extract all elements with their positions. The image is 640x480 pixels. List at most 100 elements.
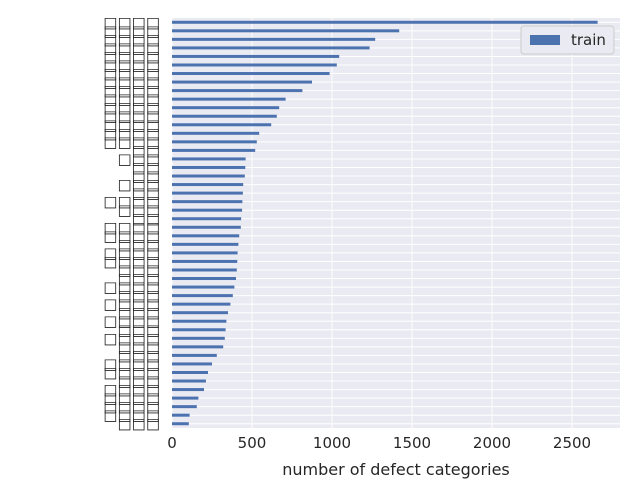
category-label: □□□□ [103,90,160,108]
bar [172,379,206,383]
bar [172,97,286,101]
x-tick-label: 2000 [473,434,511,452]
bar [172,37,376,41]
category-label: □□□□ [103,73,160,91]
category-labels: □□□□□□□□□□□□□□□□□□□□□□□□□□□□□□□□□□□□□□□□… [103,13,160,432]
category-label: □□□□ [103,39,160,57]
bar [172,29,400,33]
category-label: □□□□ [103,329,160,347]
bar [172,294,233,298]
bar [172,319,227,323]
bar [172,268,237,272]
category-label: □□ [132,158,160,176]
bar [172,63,337,67]
category-label: □□□□ [103,124,160,142]
bar [172,208,243,212]
x-tick-label: 500 [238,434,267,452]
x-tick-labels: 0 500 1000 1500 2000 2500 [167,434,591,452]
bar [172,353,217,357]
bar [172,277,236,281]
category-label: □□□□ [103,252,160,270]
bar [172,362,212,366]
bar [172,20,598,24]
bar [172,131,260,135]
bar [172,157,246,161]
x-tick-label: 0 [167,434,177,452]
category-label: □□□□ [103,22,160,40]
x-axis-title: number of defect categories [282,460,510,479]
category-label: □□□ [117,338,160,356]
bar [172,46,370,50]
category-label: □□□□ [103,389,160,407]
bar [172,336,225,340]
category-label: □□□ [117,346,160,364]
category-label: □□□ [117,235,160,253]
category-label: □□□ [117,372,160,390]
category-label: □□□□ [103,30,160,48]
bar [172,148,256,152]
bar [172,251,238,255]
bar [172,388,204,392]
bar [172,72,330,76]
category-label: □□□□ [103,406,160,424]
category-label: □□□□ [103,47,160,65]
bar [172,54,340,58]
category-label: □□□□ [103,381,160,399]
category-label: □□□□ [103,133,160,151]
category-label: □□□□ [103,13,160,31]
category-label: □□□□ [103,218,160,236]
bar [172,370,208,374]
category-label: □□□ [117,415,160,433]
plot-background [172,18,620,428]
legend-swatch [530,35,560,45]
category-label: □□□□ [103,99,160,117]
bar [172,311,228,315]
bar [172,114,277,118]
bar [172,242,239,246]
category-label: □□□ [117,150,160,168]
bar [172,396,199,400]
category-label: □□□ [117,270,160,288]
bar [172,191,243,195]
category-label: □□□ [117,261,160,279]
bar [172,328,226,332]
category-label: □□□ [117,304,160,322]
bar [172,345,224,349]
bar [172,413,190,417]
bar [172,234,240,238]
category-label: □□□ [117,287,160,305]
bar [172,200,243,204]
bar [172,285,235,289]
bar [172,183,244,187]
category-label: □□□ [117,176,160,194]
bar [172,80,312,84]
bar [172,165,246,169]
category-label: □□□□ [103,107,160,125]
category-label: □□ [132,184,160,202]
category-label: □□□□ [103,355,160,373]
bars [172,20,598,426]
bar [172,123,272,127]
category-label: □□□□ [103,363,160,381]
category-label: □□□□ [103,193,160,211]
bar [172,174,245,178]
bar [172,140,257,144]
category-label: □□□□ [103,65,160,83]
category-label: □□ [132,167,160,185]
category-label: □□□□ [103,116,160,134]
legend: train [520,25,615,55]
bar [172,217,242,221]
category-label: □□□□ [103,56,160,74]
bar [172,225,241,229]
x-tick-label: 2500 [553,434,591,452]
bar [172,106,280,110]
category-label: □□ [132,210,160,228]
category-label: □□□□ [103,82,160,100]
legend-box [520,25,615,55]
bar [172,422,189,426]
legend-label: train [571,31,606,49]
category-label: □□□□ [103,278,160,296]
category-label: □□ [132,141,160,159]
category-label: □□□□ [103,295,160,313]
